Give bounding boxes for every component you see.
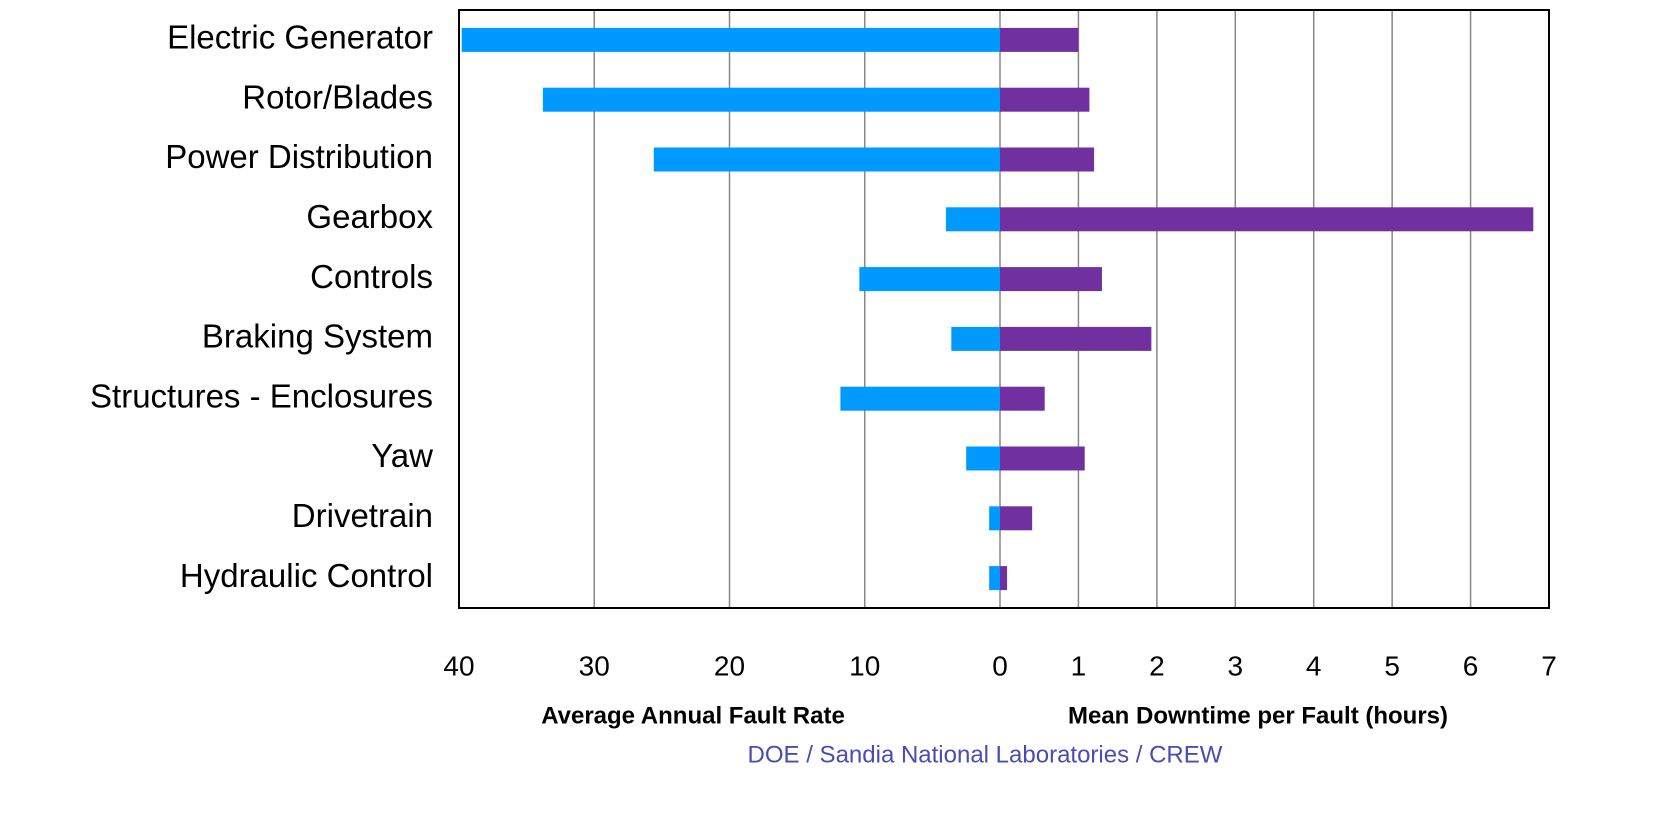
bar bbox=[966, 446, 1000, 471]
x-tick-label: 40 bbox=[443, 650, 474, 681]
x-tick-label: 3 bbox=[1227, 650, 1243, 681]
category-label: Gearbox bbox=[306, 198, 433, 235]
bar bbox=[1000, 267, 1102, 292]
x-axis-label: Mean Downtime per Fault (hours) bbox=[1068, 702, 1448, 729]
bar bbox=[989, 506, 1000, 531]
bar bbox=[840, 386, 1000, 411]
category-label: Structures - Enclosures bbox=[90, 377, 433, 414]
category-label: Controls bbox=[310, 258, 433, 295]
x-axis-label: Average Annual Fault Rate bbox=[541, 702, 845, 729]
x-tick-label: 1 bbox=[1071, 650, 1087, 681]
category-label: Electric Generator bbox=[167, 19, 433, 56]
bar bbox=[859, 267, 1000, 292]
x-tick-label: 5 bbox=[1384, 650, 1400, 681]
category-label: Drivetrain bbox=[292, 497, 433, 534]
category-label: Hydraulic Control bbox=[180, 557, 433, 594]
category-label: Power Distribution bbox=[165, 138, 433, 175]
x-tick-label: 6 bbox=[1463, 650, 1479, 681]
bar bbox=[1000, 207, 1534, 232]
bar bbox=[1000, 566, 1008, 591]
bar bbox=[1000, 87, 1090, 112]
x-tick-label: 4 bbox=[1306, 650, 1322, 681]
bar bbox=[653, 147, 1000, 172]
x-tick-label: 0 bbox=[992, 650, 1008, 681]
plot-frame bbox=[458, 9, 1550, 609]
bar bbox=[1000, 326, 1152, 351]
x-tick-label: 30 bbox=[579, 650, 610, 681]
category-label: Yaw bbox=[371, 437, 433, 474]
bar bbox=[1000, 27, 1079, 52]
bar bbox=[542, 87, 1000, 112]
bar bbox=[951, 326, 1000, 351]
bar bbox=[1000, 386, 1045, 411]
bar bbox=[1000, 506, 1033, 531]
bar bbox=[945, 207, 1000, 232]
bar bbox=[989, 566, 1000, 591]
x-tick-label: 20 bbox=[714, 650, 745, 681]
category-label: Rotor/Blades bbox=[242, 78, 433, 115]
bar bbox=[1000, 147, 1095, 172]
bar bbox=[461, 27, 1001, 52]
source: DOE / Sandia National Laboratories / CRE… bbox=[748, 741, 1223, 768]
x-tick-label: 10 bbox=[849, 650, 880, 681]
bar bbox=[1000, 446, 1085, 471]
x-tick-label: 7 bbox=[1541, 650, 1557, 681]
category-label: Braking System bbox=[202, 318, 433, 355]
x-tick-label: 2 bbox=[1149, 650, 1165, 681]
